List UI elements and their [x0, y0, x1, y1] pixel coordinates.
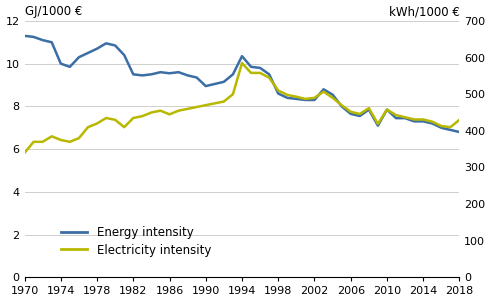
Legend: Energy intensity, Electricity intensity: Energy intensity, Electricity intensity: [56, 222, 216, 261]
Text: GJ/1000 €: GJ/1000 €: [25, 5, 82, 18]
Text: kWh/1000 €: kWh/1000 €: [388, 5, 460, 18]
